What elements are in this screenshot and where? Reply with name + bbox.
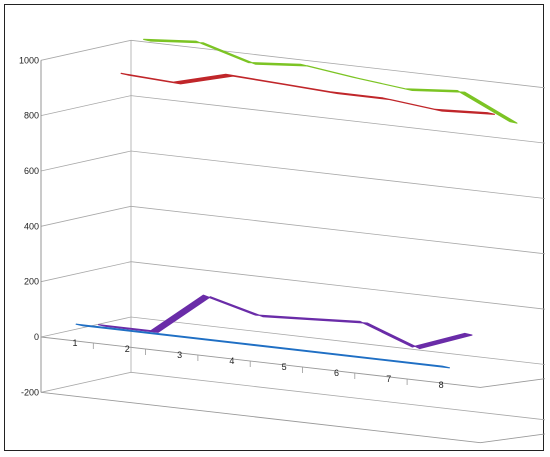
x-tick-label: 7 [386,374,391,384]
x-tick-label: 3 [177,350,182,360]
floor-edge [40,336,545,388]
series-ribbon [97,294,473,350]
y-axis-ticks: -200 0 200 400 600 800 1000 [19,55,39,397]
series-layer [75,38,518,369]
y-tick-label: 800 [24,111,39,121]
chart-area: -200 0 200 400 600 800 1000 1 2 3 4 5 6 7 8 [19,38,545,444]
gridline [40,316,545,365]
series-ribbon [75,323,450,369]
x-axis-ticks: 1 2 3 4 5 6 7 8 [72,338,443,390]
series-ribbon [143,38,518,124]
x-tick-label: 8 [439,380,444,390]
y-tick-label: 1000 [19,55,39,65]
chart-floor [40,336,545,444]
chart-frame: -200 0 200 400 600 800 1000 1 2 3 4 5 6 7 8 [4,4,545,451]
floor-bottom-edge [40,391,545,444]
series-ribbon [120,72,495,115]
x-tick-label: 4 [229,356,234,366]
x-tick-label: 1 [72,338,77,348]
y-tick-label: 200 [24,277,39,287]
y-tick-label: -200 [21,387,39,397]
gridline [40,371,545,421]
y-tick-label: 400 [24,221,39,231]
gridline [40,150,545,199]
x-tick-label: 6 [334,368,339,378]
y-tick-label: 0 [34,332,39,342]
y-tick-label: 600 [24,166,39,176]
gridline [40,205,545,255]
gridline [40,261,545,310]
gridlines [40,39,545,421]
x-tick-label: 2 [125,344,130,354]
x-tick-label: 5 [282,362,287,372]
gridline [40,95,545,144]
